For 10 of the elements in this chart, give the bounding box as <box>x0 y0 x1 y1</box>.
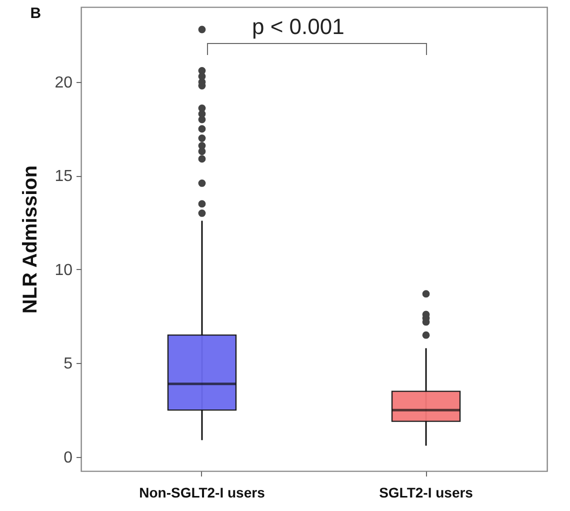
y-tick-label: 5 <box>64 356 73 373</box>
y-axis-title: NLR Admission <box>20 165 42 314</box>
y-tick-label: 15 <box>54 168 73 186</box>
y-tick-label: 10 <box>54 262 73 279</box>
y-tick-label: 20 <box>54 74 73 92</box>
annotation: p < 0.001 <box>252 14 344 40</box>
x-tick-label: Non-SGLT2-I users <box>139 484 266 500</box>
y-tick-label: 0 <box>64 449 73 466</box>
chart-title: B <box>30 5 42 22</box>
x-tick-label: SGLT2-I users <box>379 484 474 500</box>
